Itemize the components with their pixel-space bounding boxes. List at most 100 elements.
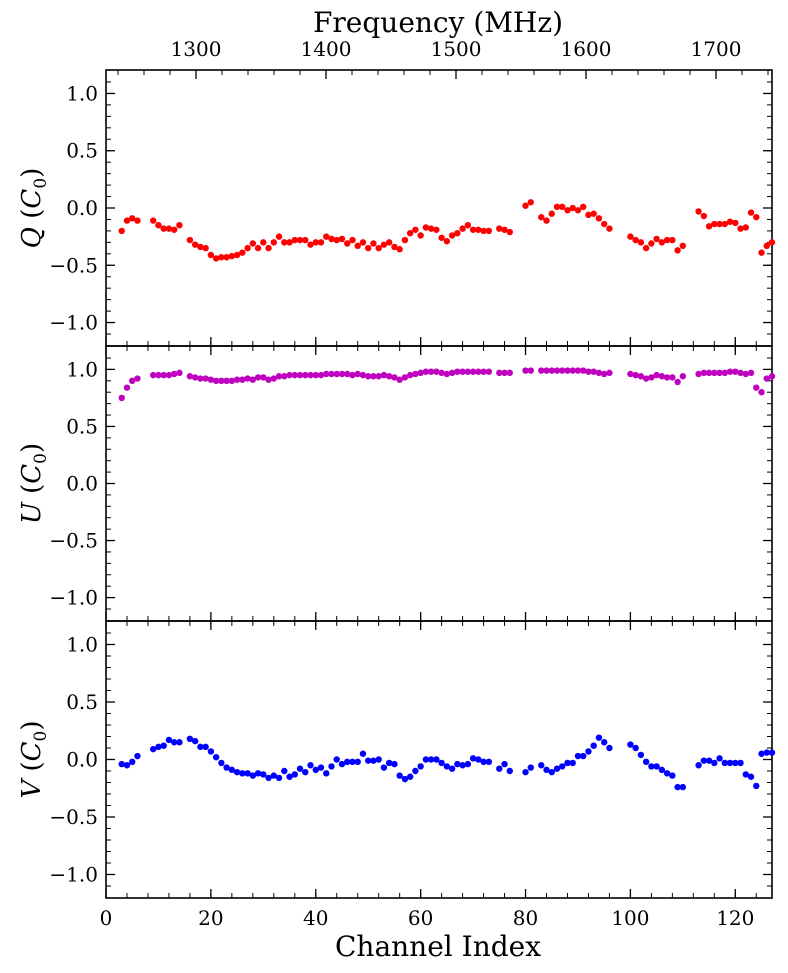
data-point	[149, 217, 157, 224]
data-point	[317, 764, 325, 771]
data-point	[333, 236, 340, 244]
data-point	[648, 240, 655, 247]
data-point	[212, 754, 220, 761]
data-point	[674, 783, 681, 791]
data-point	[312, 766, 319, 774]
data-point	[747, 369, 755, 377]
y-axis-variable: V	[17, 778, 47, 799]
data-point	[323, 770, 330, 777]
data-point	[239, 770, 246, 777]
data-point	[401, 775, 409, 783]
data-point	[448, 765, 456, 772]
y-tick-label: −0.5	[49, 529, 98, 553]
x-tick-label: 100	[611, 906, 649, 930]
data-point	[768, 239, 776, 246]
data-point	[527, 199, 534, 206]
data-point	[149, 745, 157, 753]
data-point	[527, 764, 534, 771]
y-tick-label: −1.0	[49, 586, 98, 610]
data-point	[422, 756, 430, 763]
data-point	[223, 764, 230, 771]
top-tick-label: 1300	[171, 37, 222, 61]
data-point	[438, 369, 445, 377]
data-point	[123, 384, 131, 391]
data-point	[202, 244, 209, 252]
data-point	[642, 375, 650, 382]
data-point	[433, 756, 440, 763]
data-point	[637, 373, 645, 380]
x-tick-label: 60	[408, 906, 433, 930]
data-point	[711, 220, 718, 228]
y-tick-label: −1.0	[49, 863, 98, 887]
data-point	[129, 215, 136, 222]
data-point	[265, 774, 272, 782]
data-point	[118, 227, 125, 235]
data-point	[328, 763, 335, 770]
data-point	[249, 240, 257, 247]
panel-v: 1.0 0.5 0.0 −0.5 −1.0 V (C0)	[17, 620, 776, 899]
y-axis-unit: C	[17, 741, 47, 761]
data-point	[721, 759, 729, 767]
data-point	[344, 370, 351, 378]
data-point	[197, 743, 204, 751]
y-axis-unit-subscript: 0	[31, 731, 51, 742]
data-point	[333, 370, 340, 378]
data-point	[538, 762, 545, 769]
data-point	[632, 236, 639, 244]
data-point	[244, 375, 251, 382]
data-point	[438, 759, 445, 767]
data-point	[438, 234, 445, 241]
data-point	[155, 221, 162, 229]
data-point	[254, 244, 262, 252]
data-point	[191, 374, 199, 381]
y-axis-unit-open: (	[17, 484, 47, 502]
data-point	[580, 367, 587, 374]
data-point	[412, 767, 419, 775]
data-point	[344, 240, 351, 247]
data-point	[228, 377, 236, 385]
data-point	[721, 369, 729, 377]
data-point	[753, 782, 760, 790]
data-point	[705, 223, 713, 230]
data-point	[302, 768, 309, 776]
data-point	[239, 376, 246, 383]
data-point	[134, 217, 141, 224]
data-point	[522, 367, 529, 374]
data-point	[422, 224, 430, 231]
data-point	[281, 767, 288, 775]
data-point	[732, 368, 739, 375]
data-point	[506, 767, 513, 775]
data-point	[648, 763, 655, 770]
data-point	[705, 369, 713, 377]
data-point	[380, 764, 388, 771]
y-tick-label: −0.5	[49, 805, 98, 829]
y-tick-label: 1.0	[66, 633, 98, 657]
data-point	[375, 373, 382, 380]
data-point	[480, 758, 487, 765]
data-point	[391, 760, 398, 768]
data-point	[170, 370, 178, 378]
data-point	[422, 368, 430, 375]
data-point	[543, 766, 550, 774]
data-point	[186, 373, 194, 380]
data-point	[642, 758, 650, 765]
top-tick-label: 1600	[561, 37, 612, 61]
y-axis-unit-subscript: 0	[31, 178, 51, 189]
data-point	[191, 241, 199, 248]
data-point	[391, 243, 398, 251]
data-point	[732, 219, 739, 227]
data-point	[391, 374, 398, 381]
data-point	[176, 221, 183, 229]
data-point	[564, 367, 571, 374]
data-point	[679, 373, 687, 380]
data-point	[296, 765, 304, 772]
data-point	[359, 239, 367, 246]
data-point	[580, 752, 587, 760]
data-point	[427, 756, 435, 763]
data-point	[548, 768, 555, 776]
data-point	[344, 758, 351, 765]
data-point	[254, 770, 262, 777]
data-point	[370, 240, 377, 247]
data-point	[160, 742, 167, 749]
data-point	[134, 375, 141, 382]
